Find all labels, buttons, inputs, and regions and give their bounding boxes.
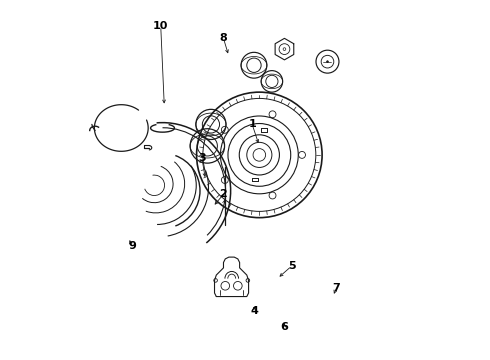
Text: 10: 10 bbox=[153, 21, 169, 31]
Text: 3: 3 bbox=[198, 153, 206, 163]
Text: 4: 4 bbox=[250, 306, 258, 316]
Text: 8: 8 bbox=[220, 33, 227, 43]
Text: 9: 9 bbox=[128, 241, 136, 251]
Text: 6: 6 bbox=[280, 322, 289, 332]
Text: 2: 2 bbox=[220, 189, 227, 199]
Text: 1: 1 bbox=[248, 120, 256, 129]
Circle shape bbox=[326, 61, 328, 63]
Text: 5: 5 bbox=[288, 261, 295, 271]
Text: 7: 7 bbox=[333, 283, 341, 293]
